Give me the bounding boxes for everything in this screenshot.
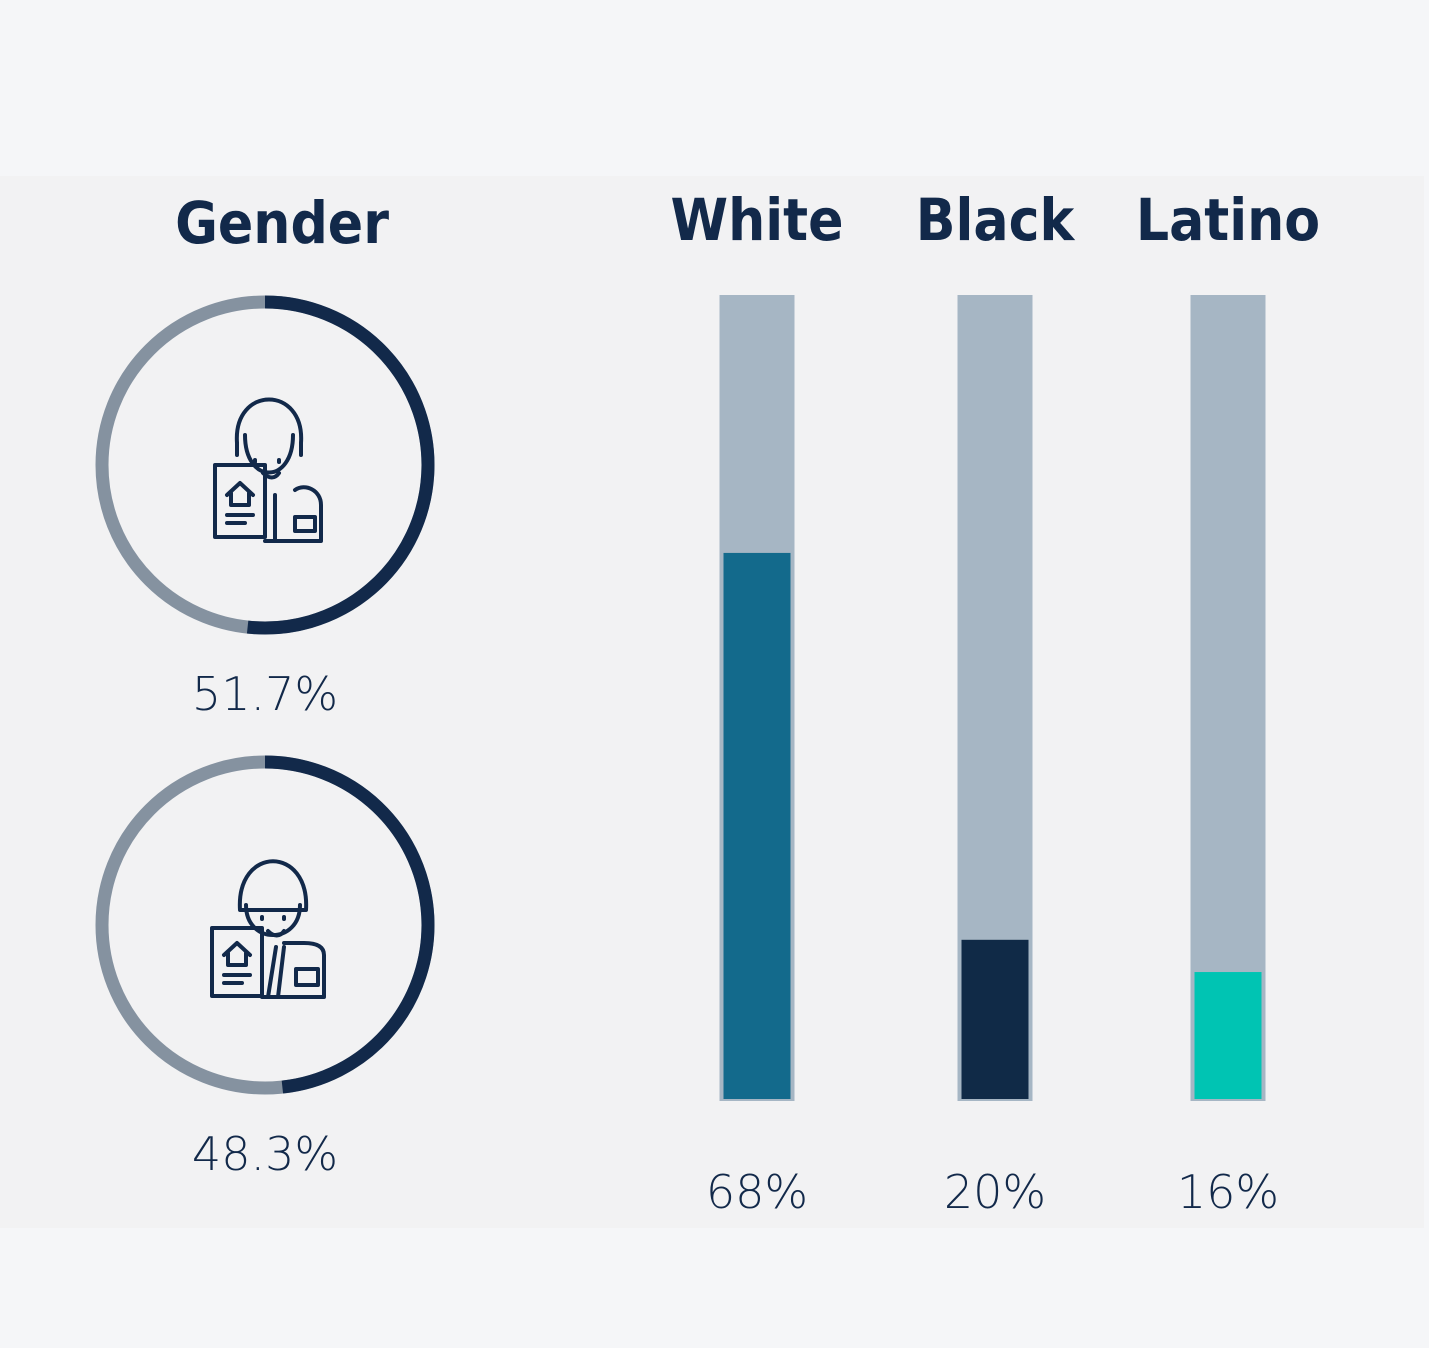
value-label: 16% bbox=[1177, 1165, 1279, 1219]
value-label: 68% bbox=[706, 1165, 808, 1219]
value-label: 20% bbox=[944, 1165, 1046, 1219]
category-title: Black bbox=[916, 186, 1076, 254]
bar bbox=[1195, 972, 1262, 1099]
value-label: 51.7% bbox=[192, 667, 338, 721]
bar bbox=[724, 553, 791, 1099]
bar bbox=[962, 940, 1029, 1099]
value-label: 48.3% bbox=[192, 1127, 338, 1181]
chart-title: Gender bbox=[175, 189, 389, 257]
category-title: Latino bbox=[1136, 186, 1320, 254]
category-title: White bbox=[671, 186, 844, 254]
infographic: Gender 51.7% 48.3% White 68% Black 20% Latino 1… bbox=[0, 0, 1429, 1348]
